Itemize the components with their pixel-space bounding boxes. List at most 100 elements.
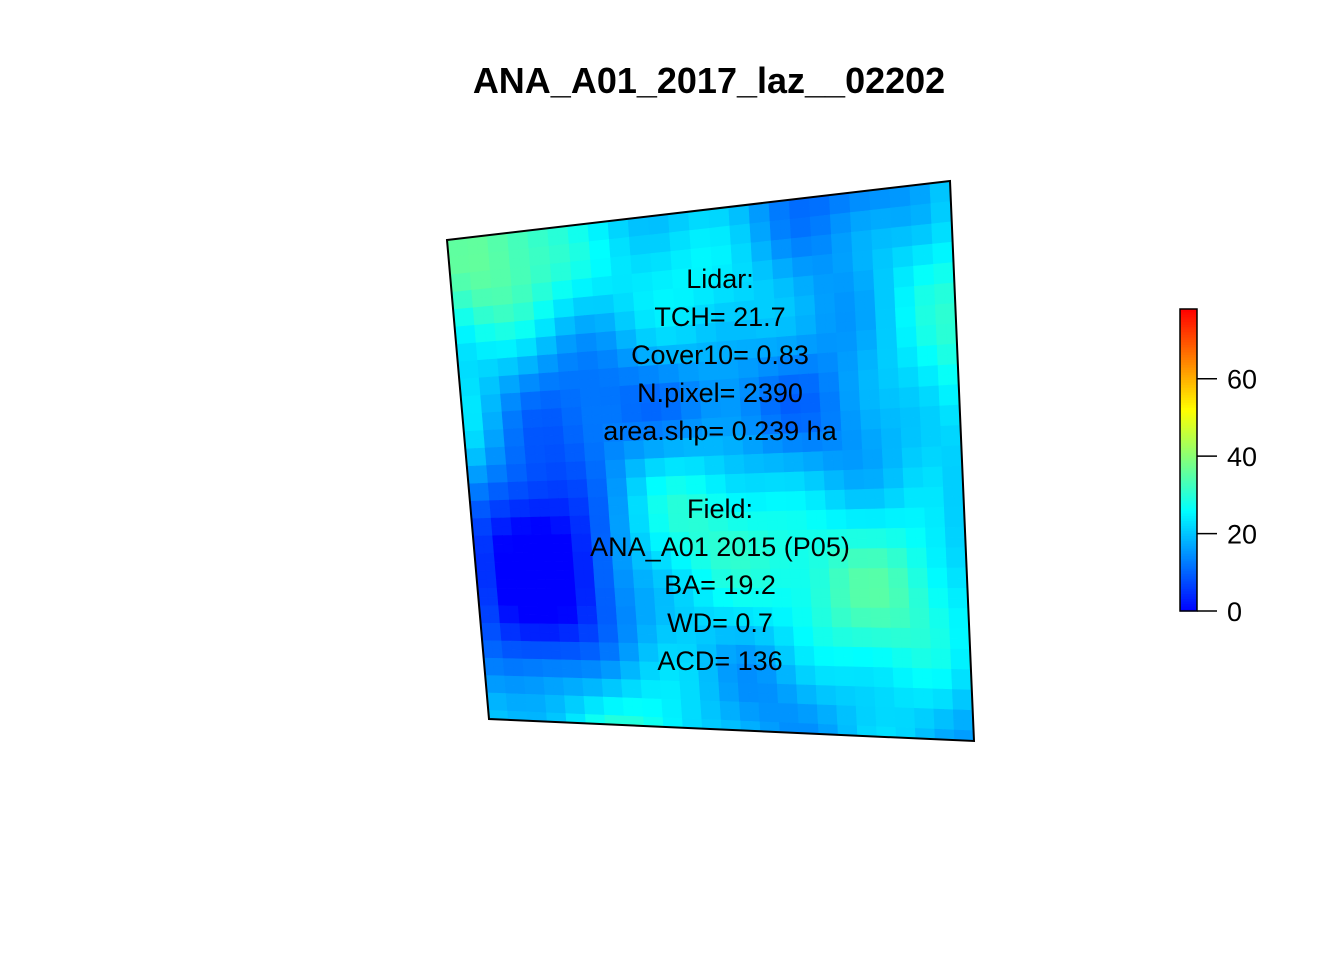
raster-cell — [955, 557, 967, 569]
raster-cell — [890, 617, 902, 629]
raster-cell — [643, 448, 656, 460]
raster-cell — [558, 243, 571, 255]
raster-cell — [874, 298, 886, 311]
raster-cell — [760, 230, 772, 243]
raster-cell — [960, 658, 972, 671]
raster-cell — [555, 712, 567, 723]
raster-cell — [607, 624, 619, 635]
raster-cell — [672, 287, 685, 299]
raster-cell — [929, 405, 941, 418]
raster-cell — [605, 597, 617, 607]
raster-cell — [957, 598, 969, 609]
raster-cell — [932, 476, 944, 488]
raster-cell — [939, 405, 951, 417]
raster-cell — [589, 515, 601, 526]
raster-cell — [825, 685, 837, 697]
raster-cell — [819, 214, 832, 227]
raster-cell — [666, 494, 679, 505]
raster-cell — [492, 535, 504, 545]
raster-cell — [840, 212, 852, 224]
raster-cell — [526, 596, 539, 607]
raster-cell — [785, 316, 797, 328]
raster-cell — [645, 606, 657, 617]
raster-cell — [545, 703, 557, 714]
raster-cell — [583, 433, 595, 444]
raster-cell — [622, 569, 635, 580]
raster-cell — [651, 698, 663, 709]
raster-cell — [855, 696, 867, 707]
raster-cell — [649, 233, 661, 245]
raster-cell — [903, 697, 915, 709]
raster-cell — [838, 371, 850, 383]
raster-cell — [596, 340, 608, 352]
raster-cell — [517, 239, 530, 250]
raster-cell — [891, 447, 903, 459]
raster-cell — [511, 410, 523, 421]
raster-cell — [901, 225, 913, 238]
raster-cell — [631, 688, 643, 699]
colorbar-step — [1180, 565, 1197, 569]
raster-cell — [599, 515, 611, 526]
raster-cell — [811, 607, 823, 618]
raster-cell — [729, 224, 741, 236]
raster-cell — [525, 702, 538, 713]
raster-cell — [543, 308, 555, 320]
raster-cell — [774, 472, 786, 483]
raster-cell — [714, 464, 726, 476]
raster-cell — [950, 648, 962, 660]
raster-cell — [753, 463, 766, 474]
raster-cell — [877, 568, 889, 579]
raster-cell — [621, 679, 633, 690]
raster-cell — [660, 689, 672, 700]
raster-cell — [549, 253, 561, 265]
raster-cell — [924, 507, 936, 519]
raster-cell — [586, 341, 598, 353]
raster-cell — [876, 726, 888, 738]
raster-cell — [933, 263, 945, 275]
colorbar-step — [1180, 346, 1197, 350]
colorbar-step — [1180, 470, 1197, 474]
raster-cell — [588, 633, 600, 644]
raster-cell — [879, 398, 891, 410]
raster-cell — [458, 263, 471, 275]
raster-cell — [531, 534, 543, 545]
raster-cell — [824, 675, 836, 687]
raster-cell — [588, 231, 600, 243]
raster-cell — [486, 349, 498, 360]
raster-cell — [782, 616, 794, 628]
raster-cell — [898, 587, 910, 599]
raster-cell — [527, 364, 540, 375]
colorbar-step — [1180, 356, 1197, 360]
raster-cell — [890, 216, 902, 229]
raster-cell — [739, 223, 751, 235]
raster-cell — [530, 400, 543, 411]
raster-cell — [537, 480, 549, 491]
raster-cell — [504, 561, 516, 572]
raster-cell — [566, 470, 578, 481]
raster-cell — [791, 607, 803, 618]
raster-cell — [909, 617, 921, 629]
colorbar-step — [1180, 522, 1197, 527]
raster-cell — [532, 418, 544, 429]
colorbar-step — [1180, 412, 1197, 416]
raster-cell — [809, 215, 822, 228]
raster-cell — [563, 307, 575, 318]
raster-cell — [764, 482, 777, 493]
colorbar-step — [1180, 502, 1197, 506]
raster-cell — [914, 305, 927, 317]
raster-cell — [875, 716, 887, 728]
raster-cell — [905, 727, 917, 739]
colorbar-step — [1180, 316, 1197, 320]
raster-cell — [550, 398, 562, 410]
raster-cell — [709, 691, 721, 702]
raster-cell — [518, 490, 530, 501]
raster-cell — [874, 686, 886, 698]
raster-cell — [569, 251, 581, 263]
raster-cell — [876, 538, 888, 549]
raster-cell — [469, 386, 481, 397]
raster-cell — [509, 499, 521, 510]
lidar-tch: TCH= 21.7 — [654, 302, 785, 332]
raster-cell — [695, 474, 707, 486]
raster-cell — [659, 232, 671, 244]
raster-cell — [759, 221, 771, 233]
